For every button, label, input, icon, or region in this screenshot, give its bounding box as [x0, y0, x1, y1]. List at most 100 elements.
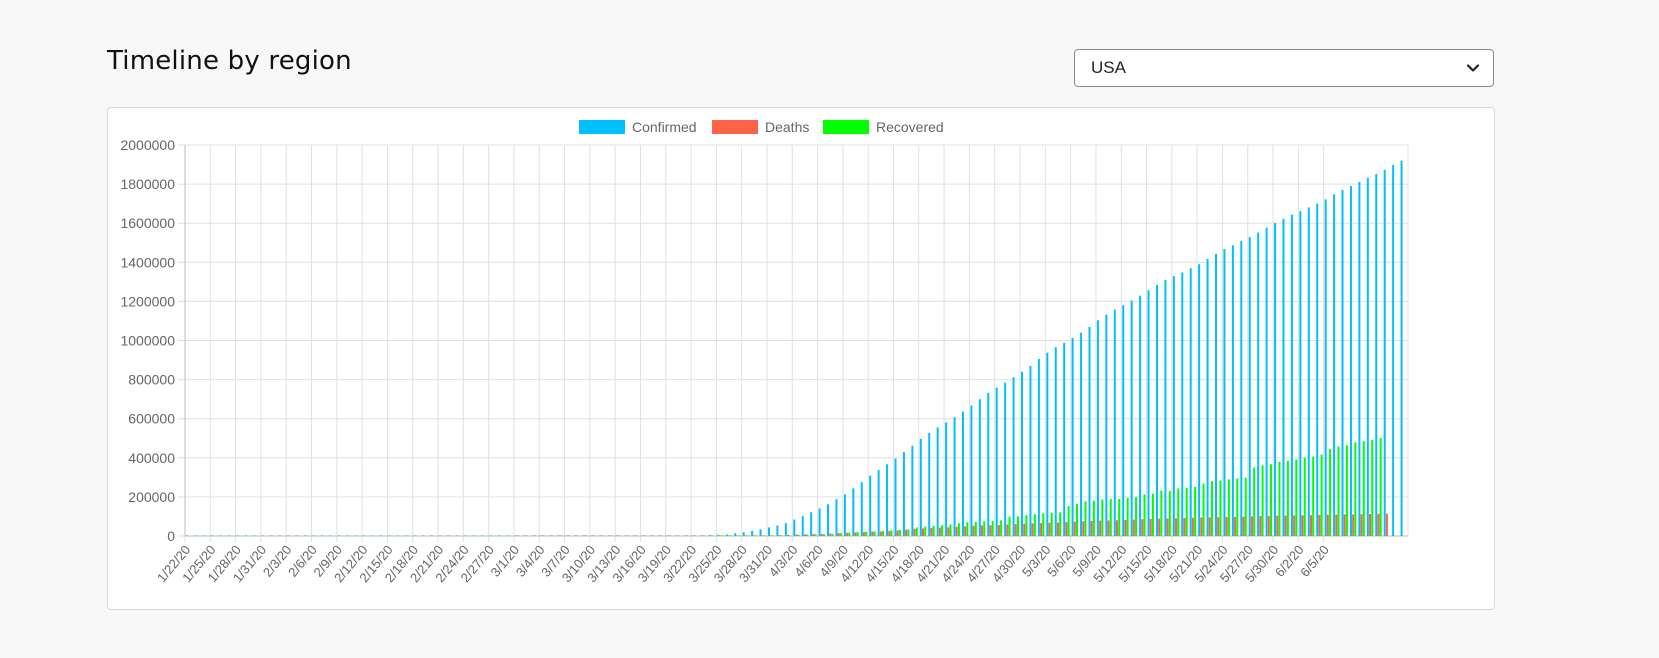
- confirmed-bar: [379, 535, 382, 536]
- confirmed-bar: [599, 535, 602, 536]
- recovered-bar: [1025, 515, 1028, 536]
- y-tick-label: 1400000: [120, 254, 175, 270]
- recovered-bar: [730, 535, 733, 536]
- recovered-bar: [1329, 449, 1332, 536]
- y-tick-label: 800000: [128, 372, 175, 388]
- confirmed-bar: [1215, 253, 1218, 536]
- confirmed-bar: [978, 399, 981, 536]
- confirmed-bar: [498, 535, 501, 536]
- legend-swatch: [823, 120, 869, 134]
- confirmed-bar: [1366, 177, 1369, 536]
- deaths-bar: [1014, 524, 1017, 536]
- confirmed-bar: [354, 535, 357, 536]
- deaths-bar: [879, 531, 882, 536]
- y-tick-label: 1200000: [120, 293, 175, 309]
- recovered-bar: [1194, 486, 1197, 536]
- deaths-bar: [1208, 517, 1211, 536]
- deaths-bar: [1073, 521, 1076, 536]
- region-select[interactable]: USA: [1074, 49, 1494, 87]
- confirmed-bar: [1113, 309, 1116, 536]
- confirmed-bar: [717, 534, 720, 536]
- confirmed-bar: [708, 535, 711, 536]
- deaths-bar: [896, 530, 899, 536]
- recovered-bar: [1050, 512, 1053, 536]
- deaths-bar: [947, 527, 950, 536]
- recovered-bar: [1160, 490, 1163, 536]
- deaths-bar: [728, 535, 731, 536]
- confirmed-bar: [219, 535, 222, 536]
- deaths-bar: [702, 535, 705, 536]
- confirmed-bar: [1206, 258, 1209, 536]
- confirmed-bar: [253, 535, 256, 536]
- confirmed-bar: [304, 535, 307, 536]
- confirmed-bar: [422, 535, 425, 536]
- confirmed-bar: [987, 392, 990, 536]
- confirmed-bar: [430, 535, 433, 536]
- confirmed-bar: [557, 535, 560, 536]
- recovered-bar: [1067, 505, 1070, 536]
- recovered-bar: [991, 520, 994, 536]
- region-select-value: USA: [1091, 58, 1126, 77]
- y-tick-label: 1000000: [120, 333, 175, 349]
- deaths-bar: [1352, 514, 1355, 536]
- recovered-bar: [907, 529, 910, 536]
- y-tick-label: 600000: [128, 411, 175, 427]
- confirmed-bar: [734, 533, 737, 536]
- x-tick-label: 6/5/20: [1297, 542, 1332, 579]
- recovered-bar: [1177, 488, 1180, 536]
- deaths-bar: [1326, 514, 1329, 536]
- confirmed-bar: [818, 508, 821, 536]
- confirmed-bar: [1029, 366, 1032, 536]
- confirmed-bar: [649, 535, 652, 536]
- confirmed-bar: [1172, 276, 1175, 536]
- deaths-bar: [1309, 515, 1312, 536]
- recovered-bar: [856, 532, 859, 536]
- confirmed-bar: [995, 387, 998, 536]
- deaths-bar: [770, 535, 773, 536]
- confirmed-bar: [245, 535, 248, 536]
- confirmed-bar: [759, 529, 762, 536]
- deaths-bar: [559, 535, 562, 536]
- confirmed-bar: [582, 535, 585, 536]
- confirmed-bar: [1130, 300, 1133, 536]
- deaths-bar: [997, 525, 1000, 536]
- y-tick-label: 200000: [128, 489, 175, 505]
- confirmed-bar: [784, 523, 787, 536]
- confirmed-bar: [1189, 268, 1192, 536]
- recovered-bar: [865, 531, 868, 536]
- confirmed-bar: [1122, 305, 1125, 536]
- deaths-bar: [525, 535, 528, 536]
- recovered-bar: [1295, 459, 1298, 536]
- confirmed-bar: [1324, 199, 1327, 536]
- confirmed-bar: [312, 535, 315, 536]
- recovered-bar: [1135, 497, 1138, 536]
- legend-deaths: Deaths: [712, 119, 809, 135]
- recovered-bar: [1210, 481, 1213, 536]
- confirmed-bar: [439, 535, 442, 536]
- series-recovered: [721, 438, 1382, 536]
- recovered-bar: [1303, 457, 1306, 536]
- recovered-bar: [831, 534, 834, 536]
- recovered-bar: [983, 521, 986, 536]
- confirmed-bar: [211, 535, 214, 536]
- deaths-bar: [1090, 520, 1093, 536]
- deaths-bar: [972, 525, 975, 536]
- confirmed-bar: [1358, 181, 1361, 536]
- recovered-bar: [1312, 456, 1315, 536]
- deaths-bar: [1301, 515, 1304, 536]
- confirmed-bar: [278, 535, 281, 536]
- deaths-bar: [1200, 517, 1203, 536]
- recovered-bar: [738, 535, 741, 536]
- deaths-bar: [1318, 514, 1321, 536]
- confirmed-bar: [658, 535, 661, 536]
- deaths-bar: [550, 535, 553, 536]
- confirmed-bar: [1155, 284, 1158, 536]
- confirmed-bar: [953, 417, 956, 536]
- deaths-bar: [787, 534, 790, 536]
- deaths-bar: [1385, 513, 1388, 536]
- recovered-bar: [949, 524, 952, 536]
- confirmed-bar: [1071, 338, 1074, 536]
- confirmed-bar: [911, 445, 914, 536]
- recovered-bar: [822, 534, 825, 536]
- confirmed-bar: [607, 535, 610, 536]
